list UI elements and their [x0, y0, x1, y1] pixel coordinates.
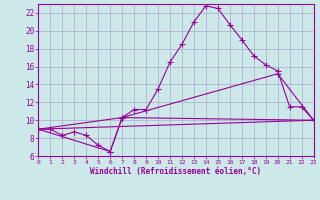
- X-axis label: Windchill (Refroidissement éolien,°C): Windchill (Refroidissement éolien,°C): [91, 167, 261, 176]
